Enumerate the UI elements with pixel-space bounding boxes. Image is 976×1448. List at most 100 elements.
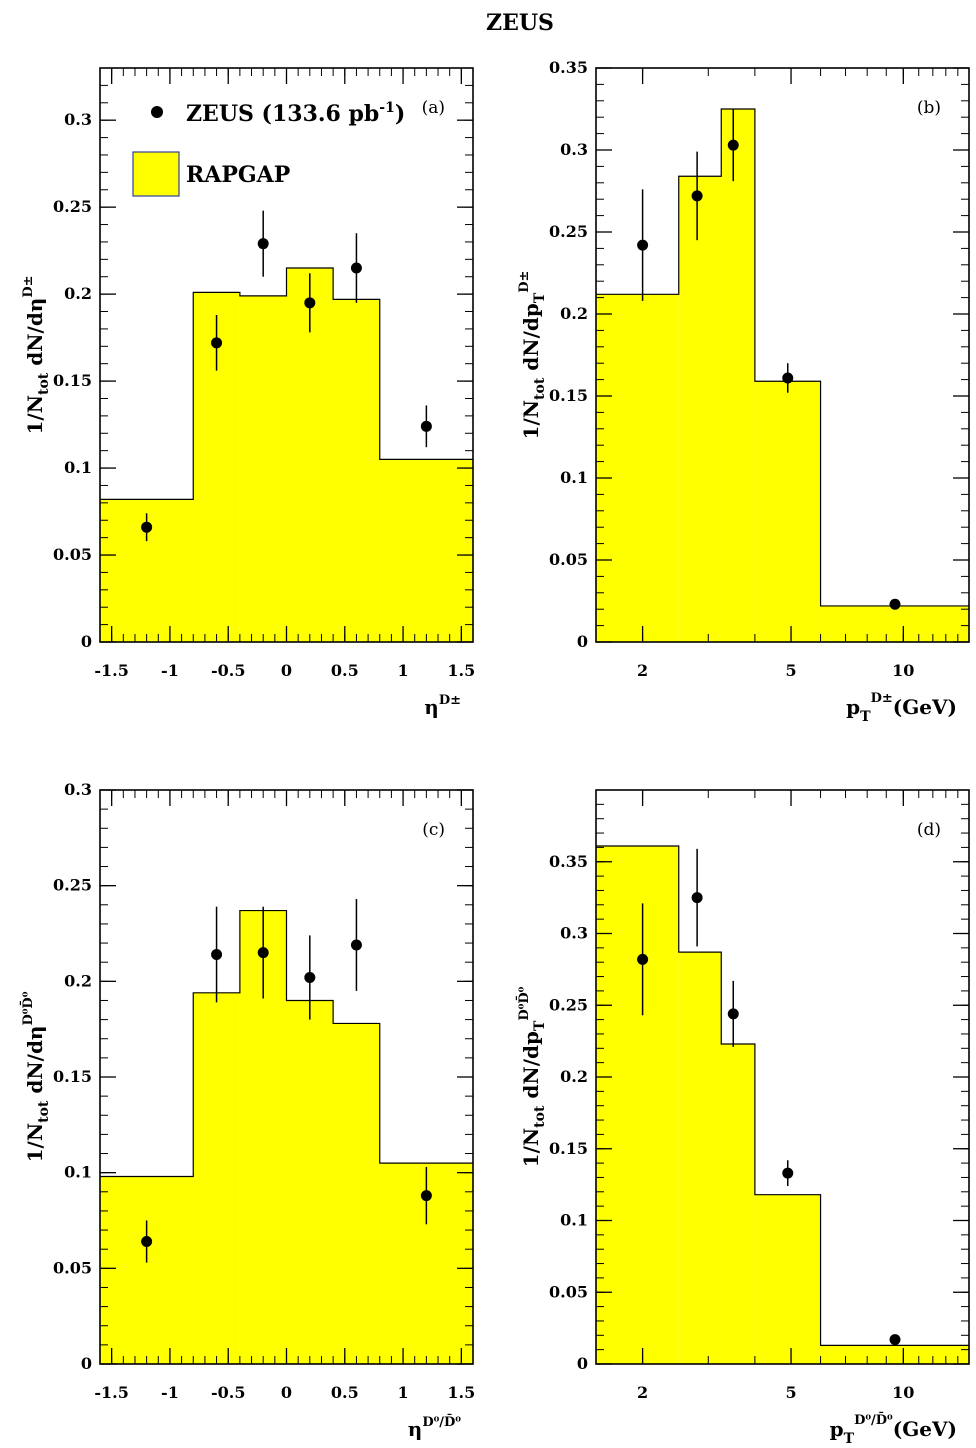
x-tick-label: 2 [637, 661, 648, 680]
x-axis-label: pTD⁰/D̄⁰(GeV) [830, 1411, 957, 1447]
data-point [727, 1008, 739, 1020]
x-axis-label: ηD⁰/D̄⁰ [408, 1413, 462, 1441]
data-point [304, 972, 316, 984]
mc-bar [678, 952, 722, 1364]
y-tick-label: 0.25 [53, 197, 92, 216]
mc-outline [100, 909, 473, 1178]
legend: ZEUS (133.6 pb-1) RAPGAP [132, 100, 405, 197]
x-tick-label: -1.5 [94, 661, 128, 680]
legend-mc-label: RAPGAP [186, 162, 290, 188]
panel-label: (b) [917, 98, 941, 118]
data-point [889, 598, 901, 610]
data-point [141, 521, 153, 533]
x-axis-label: ηD± [424, 693, 461, 719]
x-tick-label: 1.5 [447, 1383, 475, 1402]
x-tick-label: -0.5 [211, 661, 245, 680]
x-tick-label: 0 [281, 661, 292, 680]
x-tick-label: 10 [892, 1383, 914, 1402]
y-tick-label: 0.05 [549, 1282, 588, 1301]
y-tick-label: 0 [81, 1354, 92, 1373]
data-point [141, 1236, 153, 1248]
x-tick-label: -1.5 [94, 1383, 128, 1402]
y-tick-label: 0 [577, 632, 588, 651]
data-point [211, 949, 223, 961]
x-tick-label: 0.5 [331, 661, 359, 680]
legend-mc-swatch [132, 151, 180, 197]
x-tick-label: 1 [397, 1383, 408, 1402]
data-point [782, 372, 794, 384]
panel-b: 0 0.05 0.1 0.15 0.2 0.25 0.3 0.35 2 5 10 (b) 1/Ntot … [517, 58, 970, 725]
mc-bar [100, 1176, 194, 1364]
y-tick-label: 0.15 [53, 371, 92, 390]
data-point [350, 262, 362, 274]
x-tick-label: 0.5 [331, 1383, 359, 1402]
y-axis-label: 1/Ntot dN/dηD⁰D̄⁰ [19, 991, 52, 1162]
y-tick-label: 0.3 [64, 110, 92, 129]
mc-outline [100, 267, 473, 500]
mc-bar [596, 294, 679, 642]
mc-outline [596, 845, 969, 1346]
mc-bar [721, 1043, 755, 1364]
panel-a: 0 0.05 0.1 0.15 0.2 0.25 0.3 -1.5 -1 -0.5 0 0.5 1 1.5… [21, 67, 475, 719]
y-tick-label: 0.05 [53, 1258, 92, 1277]
y-tick-label: 0.05 [549, 550, 588, 569]
ticks [596, 789, 970, 1365]
mc-bar [286, 1000, 334, 1364]
panel-label: (d) [917, 820, 941, 840]
mc-bar [754, 381, 821, 642]
data-point [691, 892, 703, 904]
x-tick-label: 5 [785, 1383, 796, 1402]
x-tick-label: 1.5 [447, 661, 475, 680]
y-tick-label: 0.2 [64, 971, 92, 990]
y-axis-label: 1/Ntot dN/dpTD± [517, 271, 548, 440]
y-tick-label: 0.35 [549, 852, 588, 871]
y-tick-label: 0.3 [560, 140, 588, 159]
data-point [350, 939, 362, 951]
mc-bar [754, 1194, 821, 1364]
mc-bar [239, 295, 287, 642]
y-tick-label: 0.15 [53, 1067, 92, 1086]
data-point [420, 420, 432, 432]
y-tick-label: 0.15 [549, 1139, 588, 1158]
data-point [782, 1167, 794, 1179]
data-point [637, 953, 649, 965]
y-tick-label: 0.3 [64, 780, 92, 799]
y-tick-label: 0 [577, 1354, 588, 1373]
mc-bar [820, 605, 969, 642]
y-tick-label: 0.1 [64, 1163, 92, 1182]
data-point [420, 1190, 432, 1202]
mc-bar [820, 1345, 969, 1364]
data-point [727, 139, 739, 151]
data-point [211, 337, 223, 349]
y-tick-label: 0.1 [560, 468, 588, 487]
x-tick-label: -1 [161, 661, 179, 680]
x-tick-label: -0.5 [211, 1383, 245, 1402]
y-tick-label: 0.25 [549, 222, 588, 241]
data-point [889, 1334, 901, 1346]
panel-label: (a) [422, 98, 445, 118]
y-tick-label: 0 [81, 632, 92, 651]
mc-bar [596, 845, 679, 1364]
plot-frame [595, 67, 970, 643]
x-axis-label: pTD±(GeV) [846, 691, 957, 725]
panel-label: (c) [422, 820, 445, 840]
x-tick-label: 2 [637, 1383, 648, 1402]
figure-title: ZEUS [486, 10, 554, 36]
ticks [99, 789, 474, 1365]
mc-bar [333, 299, 380, 642]
y-tick-label: 0.25 [53, 876, 92, 895]
data-point [637, 239, 649, 251]
mc-bar [379, 459, 473, 642]
x-tick-label: 0 [281, 1383, 292, 1402]
legend-data-marker [151, 106, 163, 118]
data-point [257, 238, 269, 250]
y-tick-label: 0.35 [549, 58, 588, 77]
x-tick-label: 10 [892, 661, 914, 680]
y-tick-label: 0.3 [560, 924, 588, 943]
ticks [596, 67, 970, 643]
mc-outline [596, 108, 969, 607]
mc-bar [678, 176, 722, 643]
y-tick-label: 0.1 [64, 458, 92, 477]
panel-d: 0 0.05 0.1 0.15 0.2 0.25 0.3 0.35 2 5 10 (d) 1/Ntot … [515, 789, 970, 1447]
